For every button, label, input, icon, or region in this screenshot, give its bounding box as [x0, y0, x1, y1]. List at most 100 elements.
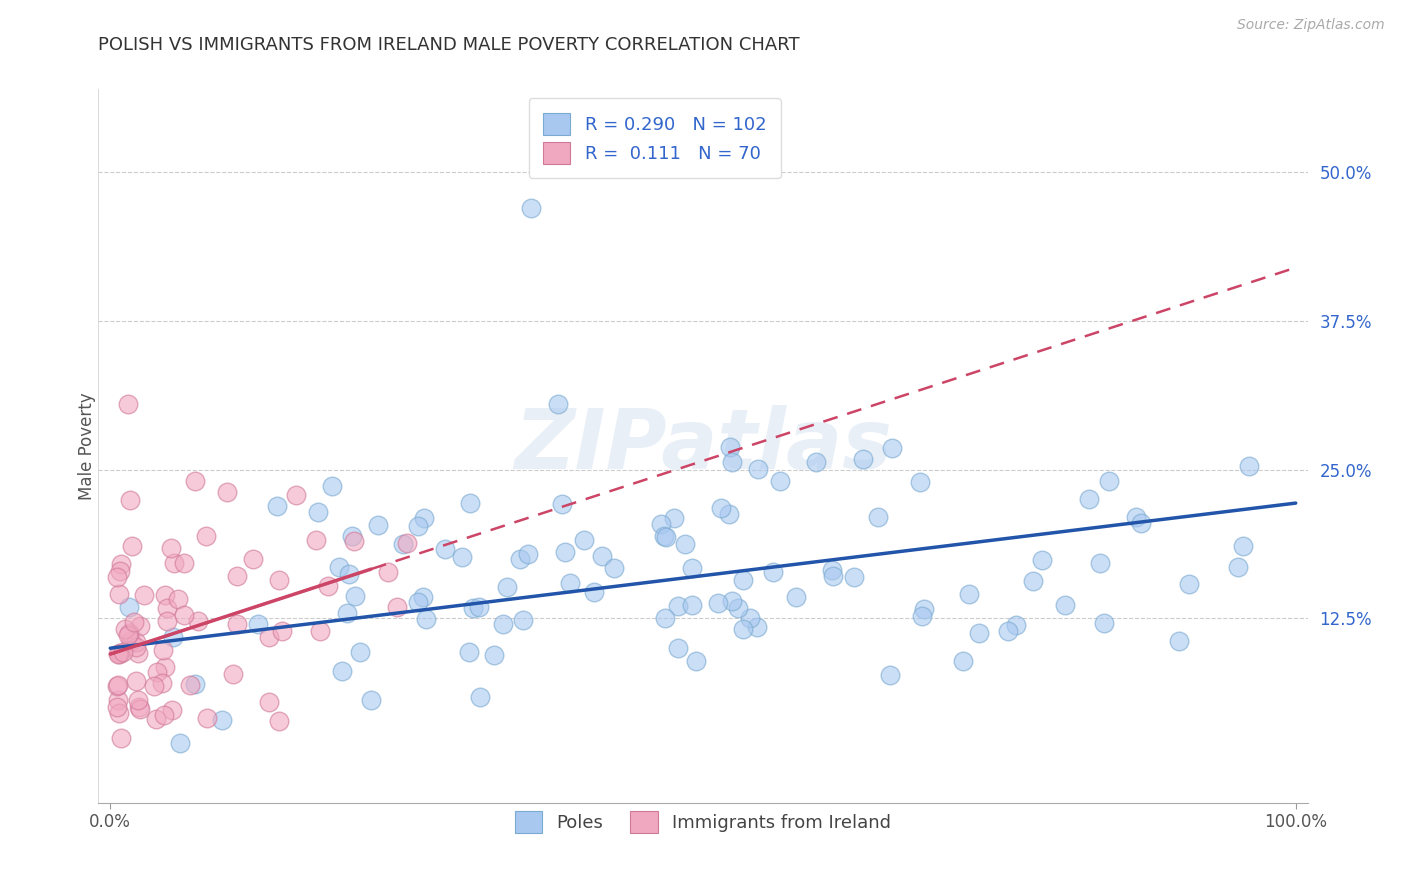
Point — [718, 441, 741, 455]
Point — [413, 511, 436, 525]
Point — [718, 507, 741, 521]
Point — [707, 596, 730, 610]
Point — [336, 607, 359, 621]
Point — [125, 634, 148, 648]
Point — [349, 645, 371, 659]
Point — [127, 693, 149, 707]
Point — [128, 702, 150, 716]
Point — [387, 600, 409, 615]
Point — [731, 573, 754, 587]
Point — [124, 640, 146, 654]
Point — [179, 678, 201, 692]
Point — [952, 654, 974, 668]
Point — [673, 537, 696, 551]
Point — [1098, 474, 1121, 488]
Point — [343, 589, 366, 603]
Point — [547, 397, 569, 411]
Point — [880, 441, 903, 455]
Point — [1167, 634, 1189, 648]
Point — [108, 706, 131, 721]
Point — [654, 530, 676, 544]
Point — [145, 712, 167, 726]
Point — [740, 611, 762, 625]
Point — [107, 647, 129, 661]
Point — [305, 533, 328, 547]
Point — [111, 645, 134, 659]
Point — [307, 505, 329, 519]
Point — [105, 700, 128, 714]
Point — [267, 573, 290, 587]
Point — [1226, 560, 1249, 574]
Point — [685, 654, 707, 668]
Point — [512, 613, 534, 627]
Point — [150, 675, 173, 690]
Point — [852, 452, 875, 467]
Point — [650, 516, 672, 531]
Point — [911, 608, 934, 623]
Point — [142, 679, 165, 693]
Point — [271, 624, 294, 638]
Point — [266, 499, 288, 513]
Point — [457, 645, 479, 659]
Point — [681, 598, 703, 612]
Point — [731, 622, 754, 636]
Point — [152, 642, 174, 657]
Point — [879, 668, 901, 682]
Point — [184, 677, 207, 691]
Point — [340, 529, 363, 543]
Point — [468, 600, 491, 615]
Point — [173, 607, 195, 622]
Point — [408, 595, 430, 609]
Point — [160, 541, 183, 555]
Point — [160, 703, 183, 717]
Point — [727, 601, 749, 615]
Point — [806, 455, 828, 469]
Point — [316, 579, 339, 593]
Point — [162, 631, 184, 645]
Point — [745, 619, 768, 633]
Point — [146, 665, 169, 679]
Point — [107, 587, 129, 601]
Point — [173, 556, 195, 570]
Point — [225, 568, 247, 582]
Point — [105, 570, 128, 584]
Point — [997, 624, 1019, 638]
Point — [167, 591, 190, 606]
Point — [110, 731, 132, 746]
Point — [163, 556, 186, 570]
Text: ZIPatlas: ZIPatlas — [515, 406, 891, 486]
Point — [721, 455, 744, 469]
Point — [269, 714, 291, 728]
Point — [1237, 458, 1260, 473]
Point — [155, 660, 177, 674]
Point — [957, 586, 980, 600]
Point — [377, 565, 399, 579]
Point — [395, 536, 418, 550]
Point — [821, 563, 844, 577]
Point — [710, 501, 733, 516]
Point — [285, 488, 308, 502]
Point — [495, 580, 517, 594]
Point — [1054, 598, 1077, 612]
Point — [492, 617, 515, 632]
Point — [551, 497, 574, 511]
Point — [118, 625, 141, 640]
Point — [128, 619, 150, 633]
Point — [1022, 574, 1045, 588]
Point — [520, 201, 543, 215]
Point — [105, 679, 128, 693]
Point — [108, 647, 131, 661]
Point — [558, 576, 581, 591]
Point — [582, 585, 605, 599]
Point — [108, 564, 131, 578]
Point — [118, 599, 141, 614]
Point — [842, 570, 865, 584]
Point — [114, 622, 136, 636]
Point — [169, 736, 191, 750]
Point — [107, 693, 129, 707]
Point — [868, 510, 890, 524]
Text: POLISH VS IMMIGRANTS FROM IRELAND MALE POVERTY CORRELATION CHART: POLISH VS IMMIGRANTS FROM IRELAND MALE P… — [98, 36, 800, 54]
Point — [153, 708, 176, 723]
Point — [666, 640, 689, 655]
Point — [184, 475, 207, 489]
